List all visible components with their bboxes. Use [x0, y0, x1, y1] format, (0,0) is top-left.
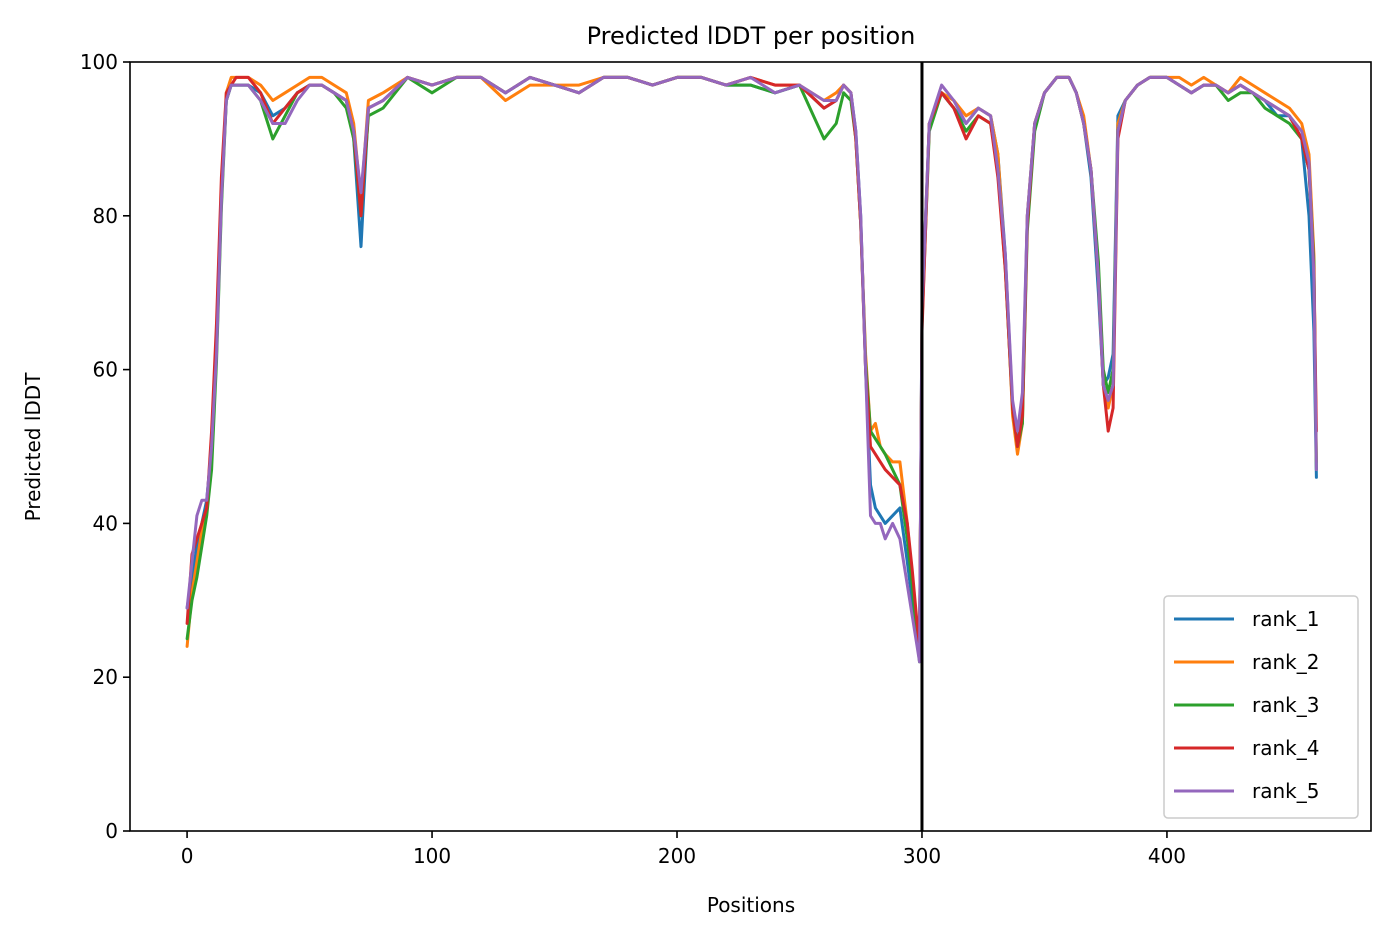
x-tick-label: 200 — [658, 844, 696, 868]
y-axis-label: Predicted lDDT — [21, 372, 45, 522]
y-tick-label: 0 — [105, 819, 118, 843]
legend-label: rank_5 — [1252, 779, 1319, 803]
legend-box — [1163, 595, 1359, 819]
y-tick-label: 80 — [93, 204, 118, 228]
x-tick-label: 0 — [181, 844, 194, 868]
legend-label: rank_2 — [1252, 650, 1319, 674]
x-tick-label: 300 — [903, 844, 941, 868]
x-axis-label: Positions — [707, 893, 795, 917]
series-line-rank-5 — [185, 75, 1318, 664]
legend: rank_1 rank_2 rank_3 rank_4 rank_5 — [1163, 595, 1359, 819]
plot-area — [185, 75, 1318, 664]
y-tick-label: 20 — [93, 665, 118, 689]
x-tick-label: 400 — [1148, 844, 1186, 868]
y-tick-label: 40 — [93, 511, 118, 535]
y-tick-label: 100 — [80, 50, 118, 74]
y-axis: 0 20 40 60 80 100 — [80, 50, 130, 843]
legend-label: rank_1 — [1252, 607, 1319, 631]
x-tick-label: 100 — [413, 844, 451, 868]
y-tick-label: 60 — [93, 358, 118, 382]
x-axis: 0 100 200 300 400 — [181, 831, 1186, 868]
legend-label: rank_3 — [1252, 693, 1319, 717]
chart-title: Predicted lDDT per position — [587, 22, 916, 50]
axes-frame — [129, 61, 1372, 832]
legend-label: rank_4 — [1252, 736, 1319, 760]
